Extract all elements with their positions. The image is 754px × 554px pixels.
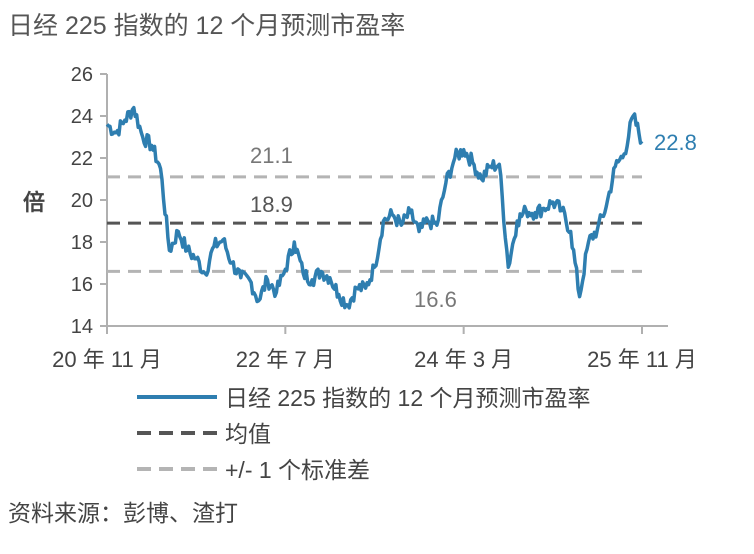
series-group: [105, 105, 644, 310]
x-tick-label: 20 年 11 月: [52, 347, 162, 372]
x-tick-label: 25 年 11 月: [587, 347, 697, 372]
mean-label: 18.9: [250, 192, 293, 217]
legend-label-mean: 均值: [225, 421, 271, 447]
series-line: [105, 105, 644, 310]
x-ticks: 20 年 11 月 22 年 7 月 24 年 3 月 25 年 11 月: [52, 326, 697, 372]
lower-band-label: 16.6: [414, 287, 457, 312]
legend-label-series: 日经 225 指数的 12 个月预测市盈率: [225, 385, 591, 411]
upper-band-label: 21.1: [250, 143, 293, 168]
legend-label-band: +/- 1 个标准差: [225, 457, 370, 483]
source-note: 资料来源：彭博、渣打: [8, 500, 238, 526]
reference-lines: [107, 175, 642, 273]
y-axis-label: 倍: [23, 190, 45, 215]
y-tick-label: 22: [71, 148, 93, 170]
last-value-label: 22.8: [654, 130, 697, 155]
y-tick-label: 18: [71, 232, 93, 254]
y-ticks: 14 16 18 20 22 24 26: [71, 64, 107, 338]
x-tick-label: 22 年 7 月: [236, 347, 335, 372]
y-tick-label: 24: [71, 106, 93, 128]
y-tick-label: 16: [71, 274, 93, 296]
chart-title: 日经 225 指数的 12 个月预测市盈率: [8, 12, 406, 40]
legend: 日经 225 指数的 12 个月预测市盈率 均值 +/- 1 个标准差: [137, 385, 591, 483]
x-tick-label: 24 年 3 月: [414, 347, 513, 372]
y-tick-label: 20: [71, 190, 93, 212]
y-tick-label: 26: [71, 64, 93, 86]
y-tick-label: 14: [71, 316, 93, 338]
